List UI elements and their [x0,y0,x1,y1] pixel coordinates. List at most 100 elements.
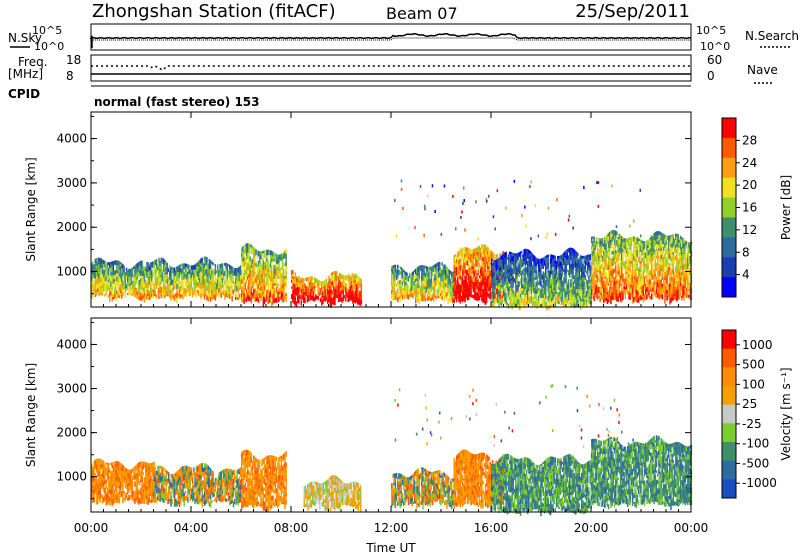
power-echo-cell [485,266,487,272]
power-echo-cell [640,264,642,269]
power-echo-cell [151,268,153,271]
power-echo-cell [211,268,213,271]
beam-label: Beam 07 [386,4,458,23]
power-echo-cell [243,254,245,258]
power-echo-cell [252,278,254,280]
power-echo-cell [558,299,560,301]
power-echo-cell [495,289,497,293]
power-echo-cell [498,294,500,297]
power-ytick-label: 3000 [56,176,87,190]
power-echo-cell [186,294,188,297]
power-scatter-point [441,233,443,236]
power-echo-cell [263,259,265,261]
nave-tick-top: 60 [707,53,722,67]
power-echo-cell [491,259,493,263]
power-echo-cell [454,299,456,302]
power-echo-cell [122,292,124,296]
power-echo-cell [301,301,303,306]
power-echo-cell [565,278,567,283]
power-echo-cell [611,244,613,247]
power-echo-cell [513,288,515,291]
power-scatter-point [497,189,499,192]
power-echo-cell [556,288,558,292]
power-echo-cell [573,270,575,274]
power-echo-cell [588,260,590,262]
power-echo-cell [215,275,217,278]
power-scatter-point [616,225,618,228]
power-echo-cell [131,277,133,280]
power-scatter-point [396,235,398,238]
power-echo-cell [569,275,571,277]
power-echo-cell [562,272,564,276]
power-echo-cell [674,260,676,264]
power-echo-cell [550,275,552,278]
power-echo-cell [521,280,523,282]
nave-label: Nave [747,63,778,77]
power-echo-cell [456,300,458,303]
power-scatter-point [464,229,466,232]
power-colorbar-swatch [722,237,736,257]
power-echo-cell [615,266,617,272]
noise-tick-right-top: 10^5 [696,24,726,37]
freq-strip: Freq. [MHz] 18 8 60 0 Nave CPID normal (… [8,53,778,109]
noise-tick-right-bottom: 10^0 [700,40,730,53]
power-echo-cell [233,295,235,297]
power-echo-cell [609,252,611,258]
power-echo-cell [176,289,178,292]
power-echo-cell [285,266,287,271]
power-scatter-point [545,236,547,239]
power-echo-cell [628,274,630,277]
power-echo-cell [92,261,94,264]
power-echo-cell [676,254,678,257]
power-echo-cell [609,248,611,251]
power-scatter-point [569,215,571,218]
power-echo-cell [127,288,129,290]
power-ytick-label: 4000 [56,132,87,146]
power-echo-cell [223,284,225,286]
power-echo-cell [285,254,287,258]
power-echo-cell [621,282,623,286]
power-echo-cell [276,279,278,281]
power-echo-cell [665,245,667,249]
power-echo-cell [659,260,661,263]
power-echo-cell [470,290,472,294]
power-echo-cell [212,276,214,281]
power-echo-cell [285,249,287,254]
power-echo-cell [440,288,442,291]
power-echo-cell [533,281,535,285]
power-echo-cell [267,261,269,264]
power-echo-cell [464,266,466,271]
power-echo-cell [493,253,495,256]
power-scatter-point [402,207,404,210]
power-echo-cell [441,296,443,300]
power-echoes [91,180,692,311]
freq-unit-label: [MHz] [8,67,43,81]
power-scatter-point [547,233,549,236]
power-echo-cell [285,280,287,283]
power-echo-cell [326,278,328,282]
power-colorbar-swatch [722,178,736,198]
power-echo-cell [643,273,645,276]
power-echo-cell [255,261,257,263]
power-echo-cell [345,298,347,302]
power-echo-cell [644,260,646,263]
noise-strip: N.Sky 10^5 10^0 10^5 10^0 N.Search [8,24,799,53]
power-echo-cell [361,300,363,305]
power-echo-cell [222,263,224,266]
power-echo-cell [409,273,411,278]
power-echo-cell [688,275,690,278]
power-echo-cell [428,272,430,277]
power-echo-cell [581,259,583,262]
power-echo-cell [629,267,631,272]
power-echo-cell [688,278,690,282]
power-scatter-point [452,195,454,198]
power-echo-cell [535,294,537,298]
power-echo-cell [285,271,287,274]
power-echo-cell [267,287,269,289]
power-echo-cell [111,287,113,290]
power-echo-cell [490,296,492,300]
power-echo-cell [145,280,147,283]
power-scatter-point [423,234,425,237]
